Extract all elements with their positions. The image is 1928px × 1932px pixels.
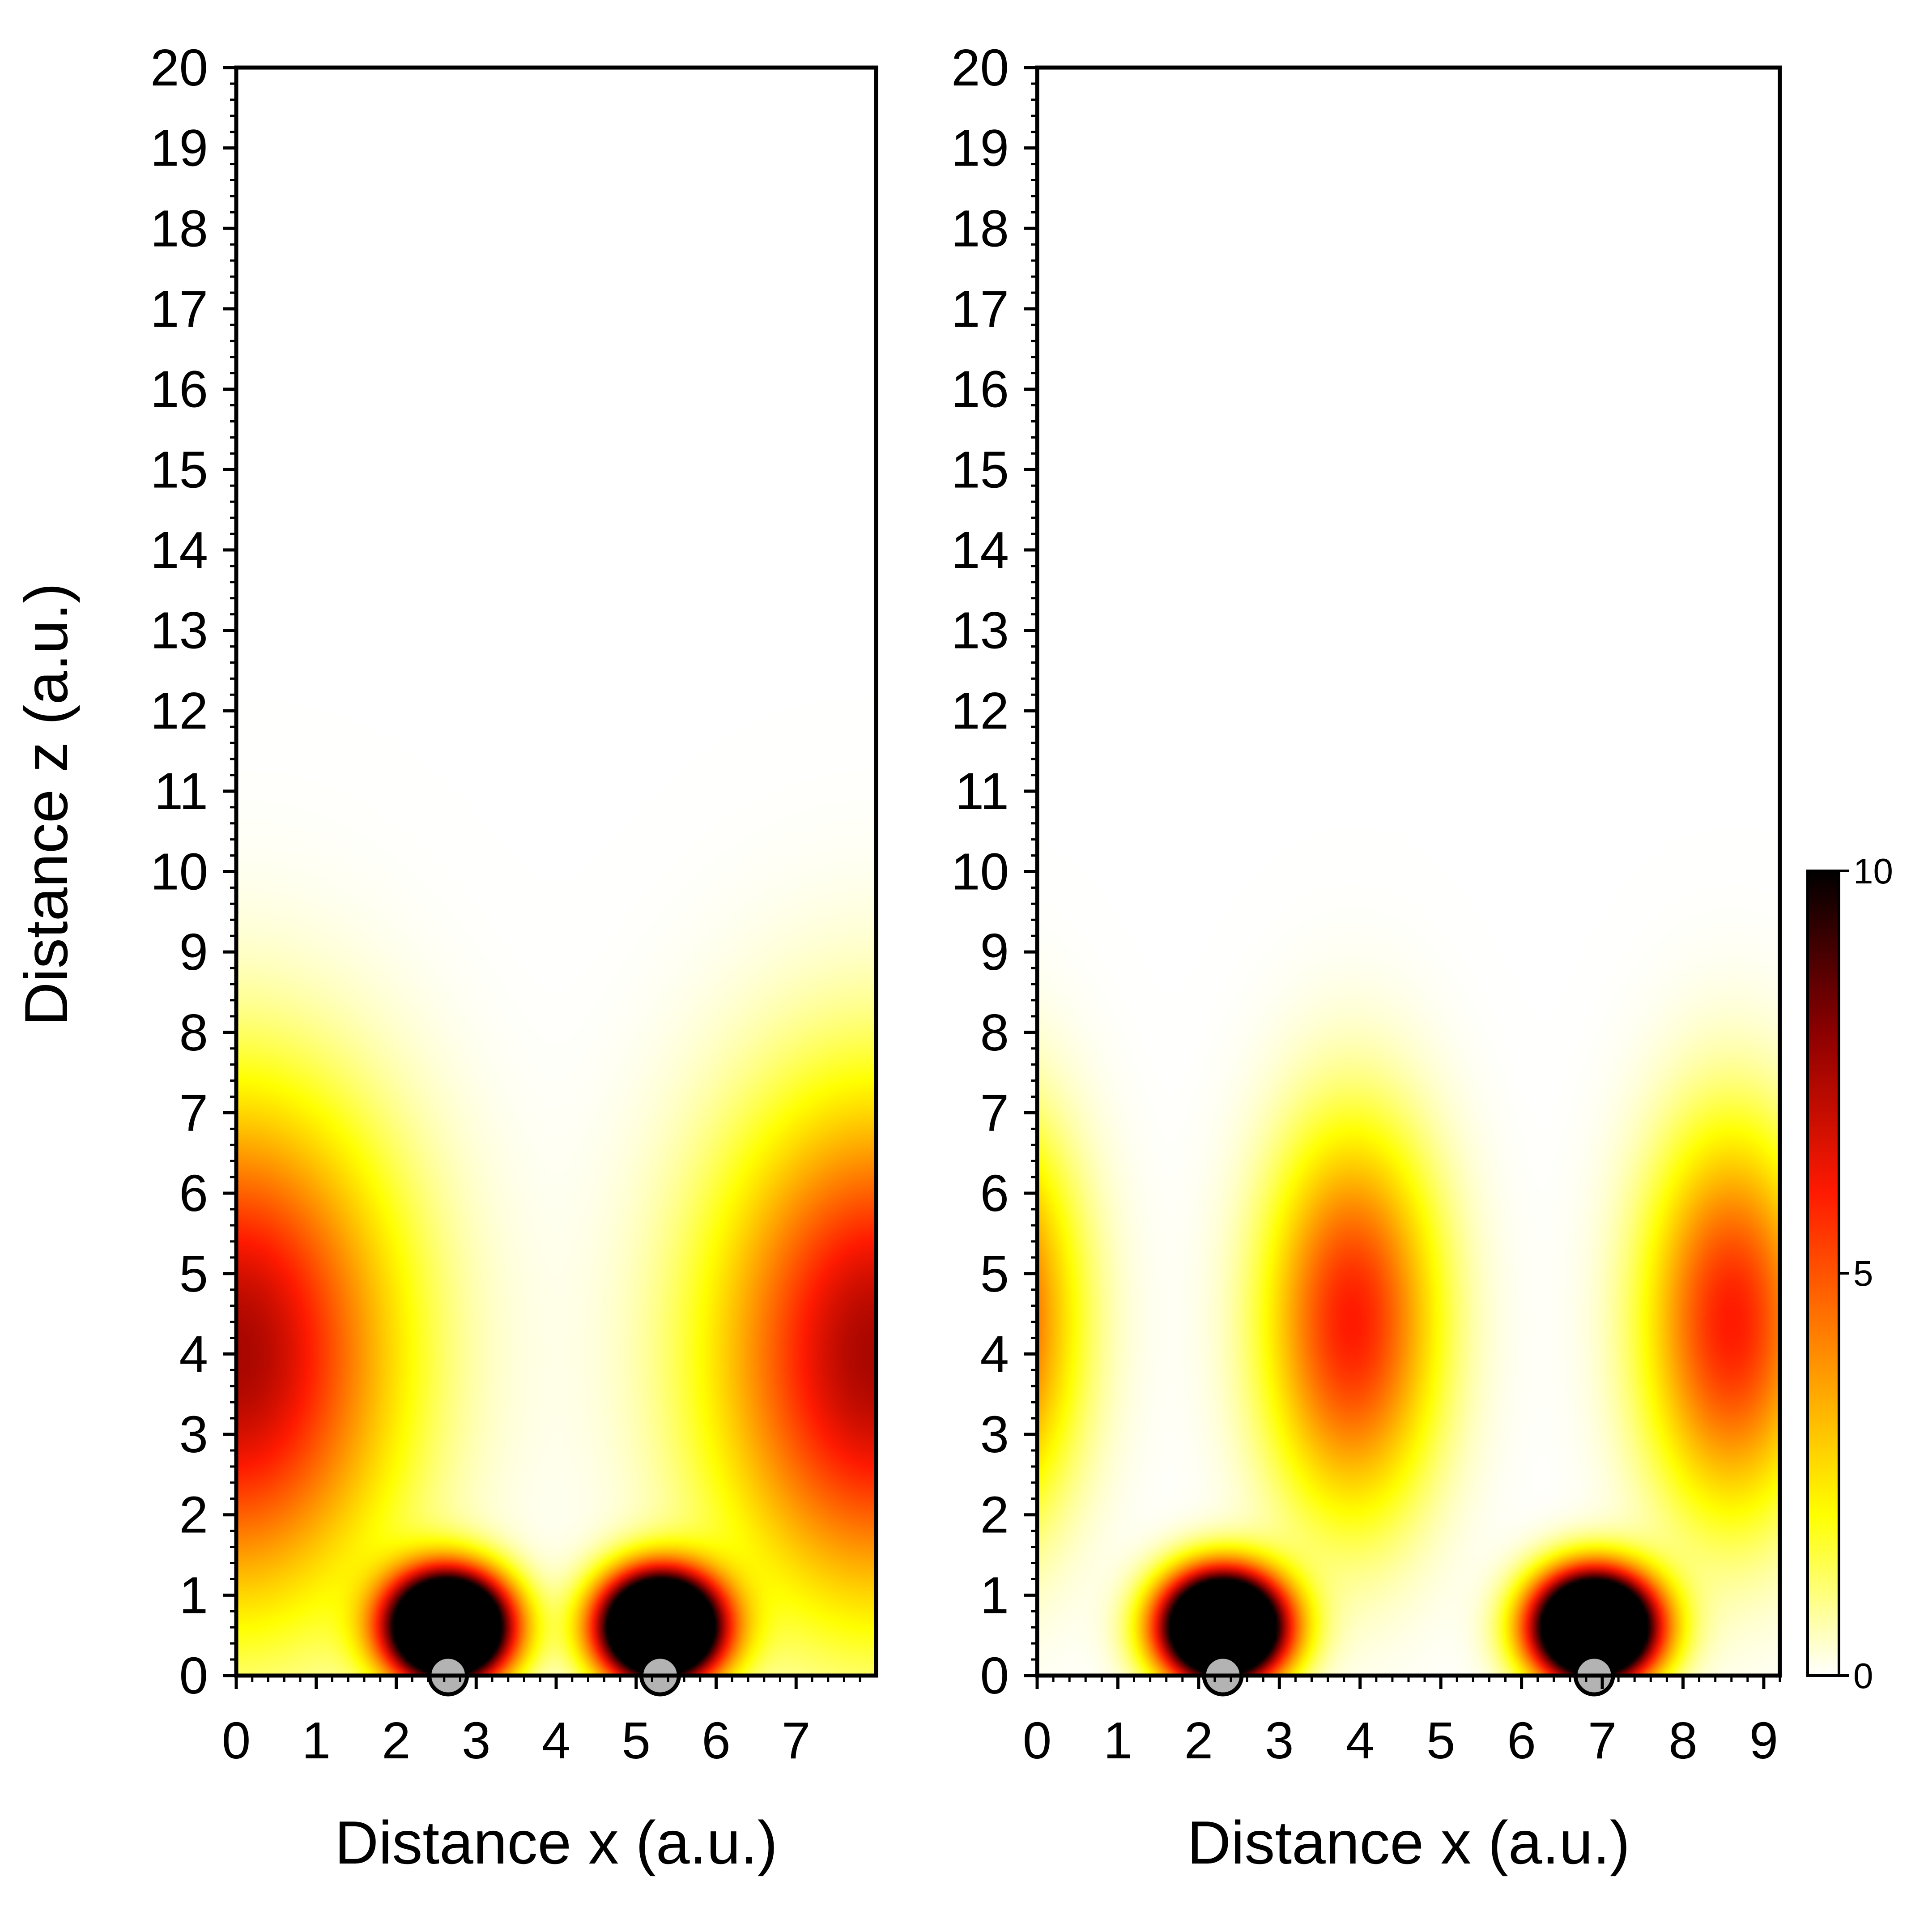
x-tick-label: 7 [1588, 1711, 1617, 1770]
x-tick-label: 1 [1103, 1711, 1132, 1770]
y-tick-label: 14 [951, 521, 1009, 579]
x-tick-label: 2 [1184, 1711, 1213, 1770]
y-tick-label: 5 [980, 1245, 1009, 1303]
y-tick-label: 13 [150, 601, 208, 660]
x-tick-label: 3 [1265, 1711, 1294, 1770]
y-tick-label: 1 [179, 1566, 208, 1624]
x-tick-label: 6 [702, 1711, 731, 1770]
heatmap-image [236, 68, 876, 1676]
x-tick-label: 0 [222, 1711, 251, 1770]
y-tick-label: 7 [980, 1083, 1009, 1142]
x-tick-label: 5 [1426, 1711, 1456, 1770]
x-tick-label: 3 [462, 1711, 491, 1770]
y-tick-label: 16 [150, 360, 208, 418]
y-tick-label: 17 [951, 280, 1009, 338]
y-tick-label: 1 [980, 1566, 1009, 1624]
y-tick-label: 18 [150, 199, 208, 257]
x-axis-label: Distance x (a.u.) [335, 1808, 778, 1877]
heatmap-image [1037, 68, 1780, 1676]
y-tick-label: 8 [179, 1003, 208, 1062]
x-axis-label: Distance x (a.u.) [1187, 1808, 1630, 1877]
y-tick-label: 19 [150, 119, 208, 177]
y-tick-label: 4 [179, 1325, 208, 1383]
x-tick-label: 1 [302, 1711, 331, 1770]
y-tick-label: 6 [179, 1164, 208, 1222]
y-tick-label: 8 [980, 1003, 1009, 1062]
y-tick-label: 0 [179, 1646, 208, 1705]
y-tick-label: 12 [150, 682, 208, 740]
colorbar-gradient [1806, 870, 1840, 1677]
y-tick-label: 3 [980, 1405, 1009, 1463]
y-tick-label: 3 [179, 1405, 208, 1463]
x-tick-label: 8 [1668, 1711, 1698, 1770]
y-tick-label: 2 [179, 1486, 208, 1544]
y-tick-label: 14 [150, 521, 208, 579]
y-tick-label: 20 [150, 38, 208, 97]
y-tick-label: 10 [951, 843, 1009, 901]
y-tick-label: 11 [154, 762, 208, 820]
y-tick-label: 11 [955, 762, 1009, 820]
x-tick-label: 7 [782, 1711, 811, 1770]
y-tick-label: 16 [951, 360, 1009, 418]
y-tick-label: 9 [980, 923, 1009, 981]
y-tick-label: 15 [150, 440, 208, 499]
y-axis-label: Distance z (a.u.) [12, 583, 80, 1026]
y-tick-label: 17 [150, 280, 208, 338]
y-tick-label: 19 [951, 119, 1009, 177]
y-tick-label: 12 [951, 682, 1009, 740]
y-tick-label: 9 [179, 923, 208, 981]
colorbar-tick-label: 5 [1853, 1254, 1873, 1293]
y-tick-label: 13 [951, 601, 1009, 660]
y-tick-label: 2 [980, 1486, 1009, 1544]
y-tick-label: 0 [980, 1646, 1009, 1705]
x-tick-label: 0 [1023, 1711, 1052, 1770]
x-tick-label: 2 [382, 1711, 411, 1770]
colorbar-tick-label: 0 [1853, 1656, 1873, 1696]
x-tick-label: 4 [542, 1711, 571, 1770]
y-tick-label: 18 [951, 199, 1009, 257]
x-tick-label: 5 [621, 1711, 651, 1770]
y-tick-label: 20 [951, 38, 1009, 97]
x-tick-label: 4 [1345, 1711, 1375, 1770]
x-tick-label: 6 [1507, 1711, 1536, 1770]
y-tick-label: 6 [980, 1164, 1009, 1222]
y-tick-label: 7 [179, 1083, 208, 1142]
x-tick-label: 9 [1749, 1711, 1779, 1770]
colorbar-tick-label: 10 [1853, 851, 1893, 891]
y-tick-label: 15 [951, 440, 1009, 499]
colorbar: 0 5 10 [1806, 851, 1893, 1696]
y-tick-label: 10 [150, 843, 208, 901]
y-tick-label: 4 [980, 1325, 1009, 1383]
y-tick-label: 5 [179, 1245, 208, 1303]
